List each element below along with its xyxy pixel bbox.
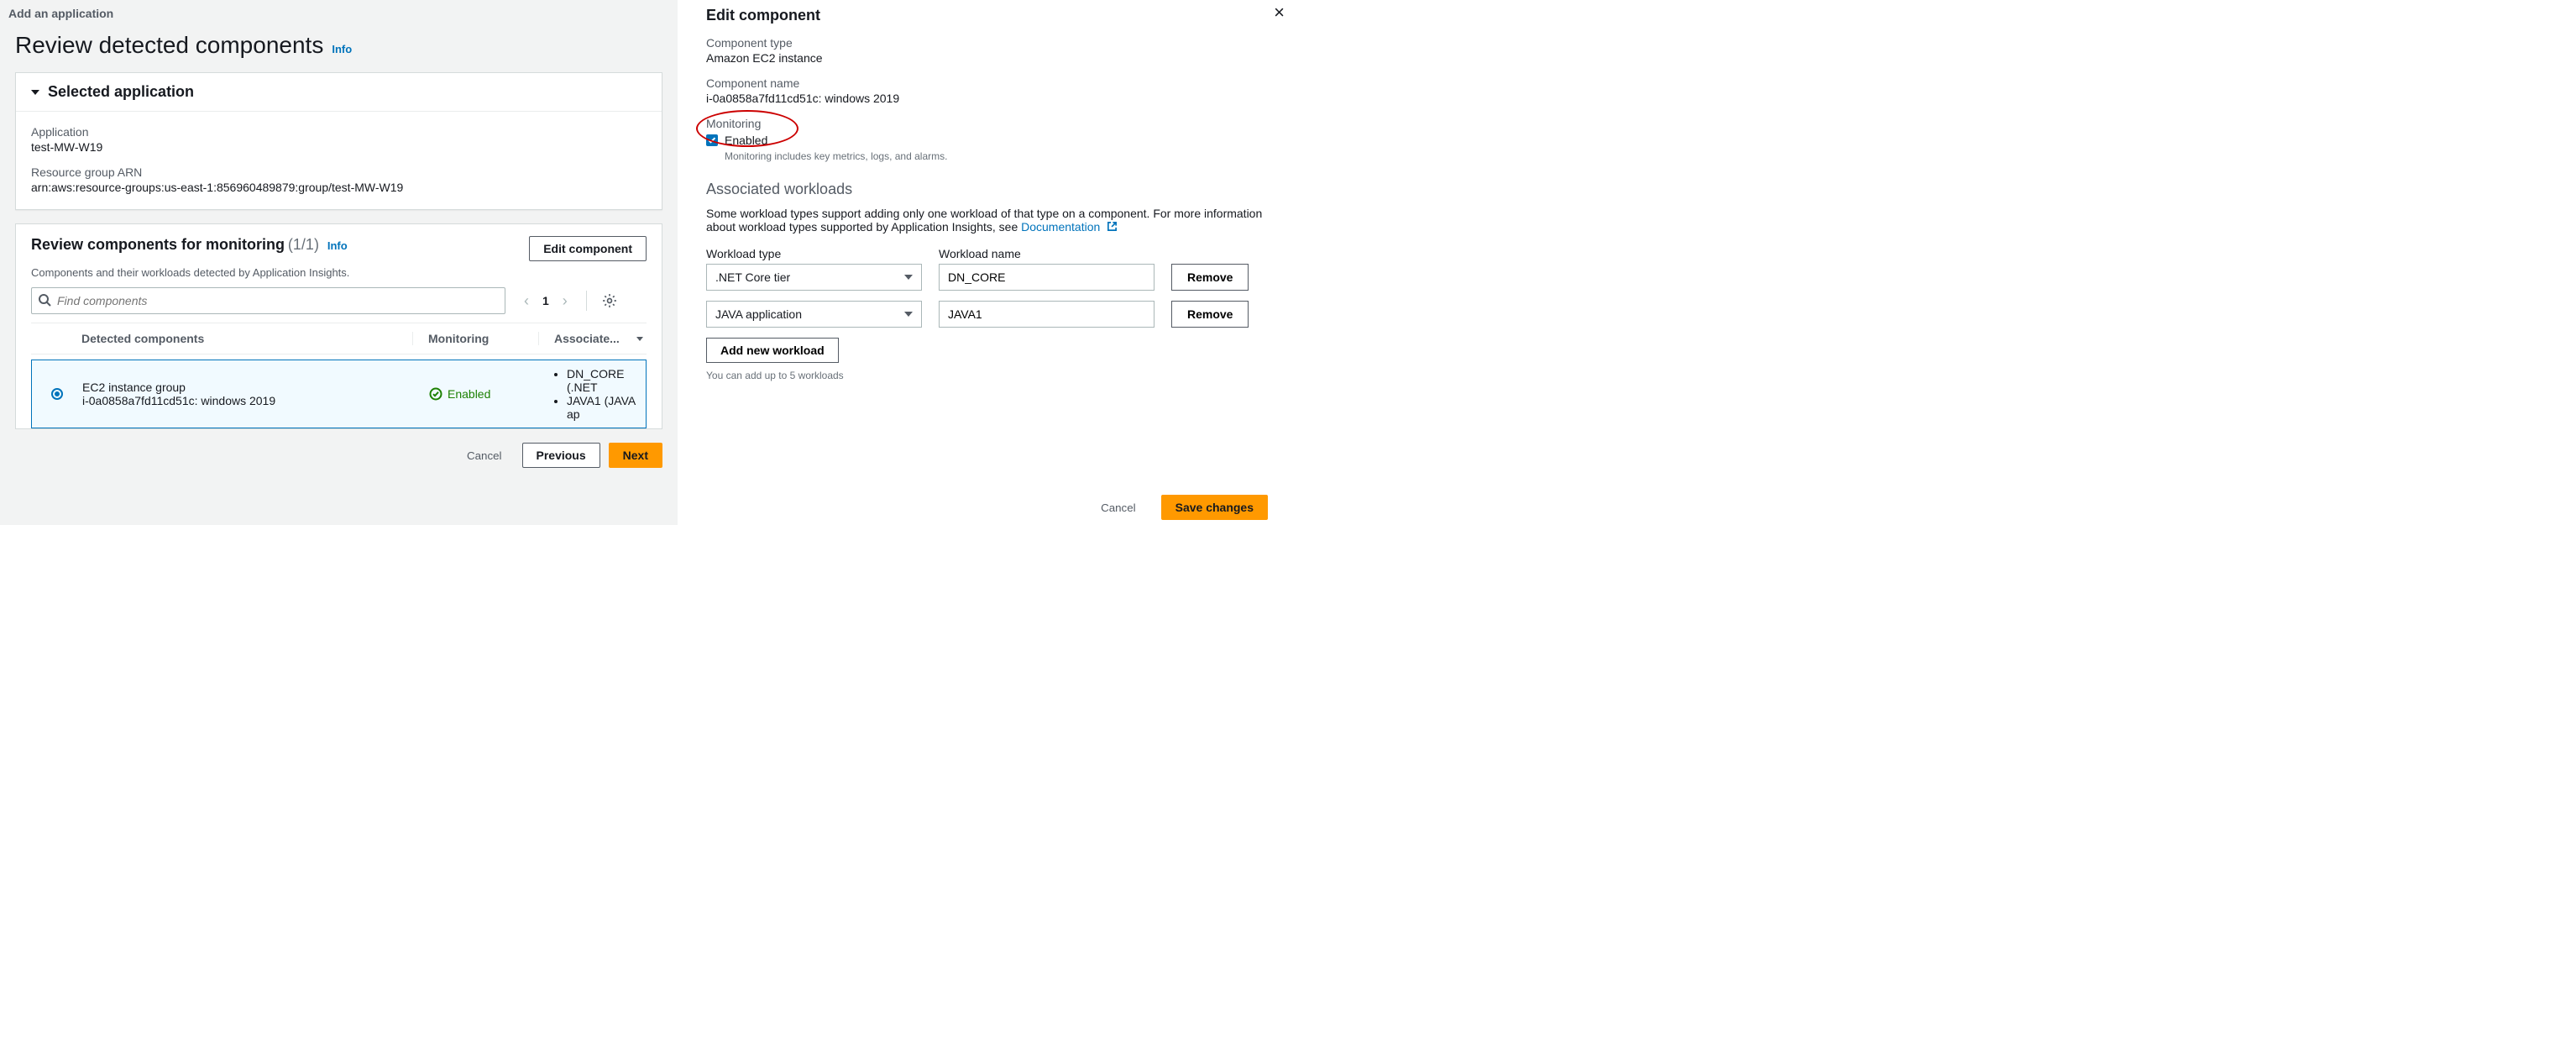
search-wrap bbox=[31, 287, 505, 314]
info-link[interactable]: Info bbox=[332, 43, 352, 55]
search-input[interactable] bbox=[31, 287, 505, 314]
pager-next[interactable]: › bbox=[559, 292, 571, 310]
breadcrumb: Add an application bbox=[0, 0, 678, 20]
workload-limit-hint: You can add up to 5 workloads bbox=[706, 370, 1268, 381]
check-icon bbox=[708, 136, 716, 144]
save-changes-button[interactable]: Save changes bbox=[1161, 495, 1268, 520]
wizard-footer: Cancel Previous Next bbox=[0, 429, 678, 468]
left-pane: Add an application Review detected compo… bbox=[0, 0, 678, 525]
component-name-value: i-0a0858a7fd11cd51c: windows 2019 bbox=[706, 92, 1268, 105]
chevron-down-icon bbox=[904, 312, 913, 317]
selected-application-card: Selected application Application test-MW… bbox=[15, 72, 662, 210]
review-subtitle: Components and their workloads detected … bbox=[16, 266, 662, 287]
row-radio-cell[interactable] bbox=[32, 388, 82, 400]
edit-component-button[interactable]: Edit component bbox=[529, 236, 647, 261]
add-new-workload-button[interactable]: Add new workload bbox=[706, 338, 839, 363]
application-label: Application bbox=[31, 125, 647, 139]
workload-type-value: JAVA application bbox=[715, 307, 802, 321]
remove-workload-button[interactable]: Remove bbox=[1171, 301, 1249, 328]
component-name-label: Component name bbox=[706, 76, 1268, 90]
selected-application-header[interactable]: Selected application bbox=[16, 73, 662, 112]
sort-caret-icon bbox=[636, 337, 643, 341]
arn-label: Resource group ARN bbox=[31, 165, 647, 179]
next-button[interactable]: Next bbox=[609, 443, 662, 468]
review-header: Review components for monitoring (1/1) I… bbox=[16, 224, 662, 266]
pager-prev[interactable]: ‹ bbox=[521, 292, 532, 310]
associated-workloads-header: Associated workloads bbox=[706, 181, 1268, 198]
workload-row: JAVA application Remove bbox=[706, 301, 1268, 328]
col-detected-components[interactable]: Detected components bbox=[81, 332, 413, 345]
component-type-label: Component type bbox=[706, 36, 1268, 50]
documentation-link[interactable]: Documentation bbox=[1021, 220, 1100, 234]
application-value: test-MW-W19 bbox=[31, 140, 647, 154]
pager: ‹ 1 › bbox=[521, 291, 617, 311]
review-count: (1/1) bbox=[288, 236, 319, 253]
assoc-item: DN_CORE (.NET bbox=[567, 367, 646, 394]
pager-divider bbox=[586, 291, 587, 311]
edit-cancel-button[interactable]: Cancel bbox=[1089, 496, 1148, 519]
monitoring-checkbox[interactable] bbox=[706, 134, 718, 146]
col-associated[interactable]: Associate... bbox=[539, 332, 647, 345]
previous-button[interactable]: Previous bbox=[522, 443, 600, 468]
row-monitoring-cell: Enabled bbox=[414, 387, 540, 401]
collapse-caret-icon bbox=[31, 90, 39, 95]
right-pane-footer: Cancel Save changes bbox=[1089, 495, 1268, 520]
gear-icon[interactable] bbox=[602, 293, 617, 308]
monitoring-help-text: Monitoring includes key metrics, logs, a… bbox=[725, 150, 1268, 162]
assoc-item: JAVA1 (JAVA ap bbox=[567, 394, 646, 421]
arn-value: arn:aws:resource-groups:us-east-1:856960… bbox=[31, 181, 647, 194]
workload-type-select[interactable]: JAVA application bbox=[706, 301, 922, 328]
table-toolbar: ‹ 1 › bbox=[16, 287, 662, 323]
selected-application-title: Selected application bbox=[48, 83, 194, 101]
right-pane-inner: × Edit component Component type Amazon E… bbox=[678, 0, 1288, 381]
monitoring-block: Monitoring Enabled Monitoring includes k… bbox=[706, 117, 1268, 162]
close-icon[interactable]: × bbox=[1274, 2, 1285, 24]
radio-selected-icon bbox=[51, 388, 63, 400]
assoc-desc-text: Some workload types support adding only … bbox=[706, 207, 1262, 234]
selected-application-body: Application test-MW-W19 Resource group A… bbox=[16, 112, 662, 209]
review-info-link[interactable]: Info bbox=[327, 239, 348, 252]
workload-name-input[interactable] bbox=[939, 264, 1154, 291]
monitoring-label: Monitoring bbox=[706, 117, 1268, 130]
associated-workloads-description: Some workload types support adding only … bbox=[706, 207, 1268, 234]
status-ok-icon bbox=[429, 387, 442, 401]
row-associated-cell: DN_CORE (.NET JAVA1 (JAVA ap bbox=[540, 367, 646, 421]
table-header-row: Detected components Monitoring Associate… bbox=[31, 323, 647, 354]
search-icon bbox=[38, 293, 51, 307]
row-name-line2: i-0a0858a7fd11cd51c: windows 2019 bbox=[82, 394, 414, 407]
cancel-button[interactable]: Cancel bbox=[455, 444, 514, 467]
pager-page: 1 bbox=[542, 294, 549, 307]
review-title: Review components for monitoring bbox=[31, 236, 285, 253]
col-monitoring[interactable]: Monitoring bbox=[413, 332, 539, 345]
workload-type-label: Workload type bbox=[706, 247, 922, 260]
review-components-card: Review components for monitoring (1/1) I… bbox=[15, 223, 662, 429]
workload-column-labels: Workload type Workload name bbox=[706, 247, 1268, 264]
remove-workload-button[interactable]: Remove bbox=[1171, 264, 1249, 291]
col-associated-label: Associate... bbox=[554, 332, 620, 345]
workload-type-select[interactable]: .NET Core tier bbox=[706, 264, 922, 291]
row-name-cell: EC2 instance group i-0a0858a7fd11cd51c: … bbox=[82, 381, 414, 407]
external-link-icon bbox=[1107, 221, 1118, 232]
monitoring-checkbox-label: Enabled bbox=[725, 134, 767, 147]
page-title-row: Review detected components Info bbox=[0, 20, 678, 72]
workload-type-value: .NET Core tier bbox=[715, 270, 790, 284]
row-monitoring-status: Enabled bbox=[448, 387, 490, 401]
workload-name-input[interactable] bbox=[939, 301, 1154, 328]
workload-name-label: Workload name bbox=[939, 247, 1154, 260]
table-row[interactable]: EC2 instance group i-0a0858a7fd11cd51c: … bbox=[31, 360, 647, 428]
workload-row: .NET Core tier Remove bbox=[706, 264, 1268, 291]
right-pane: × Edit component Component type Amazon E… bbox=[678, 0, 1288, 525]
component-type-value: Amazon EC2 instance bbox=[706, 51, 1268, 65]
page-title: Review detected components bbox=[15, 32, 323, 59]
edit-component-title: Edit component bbox=[706, 7, 1268, 24]
monitoring-checkbox-row[interactable]: Enabled bbox=[706, 134, 1268, 147]
chevron-down-icon bbox=[904, 275, 913, 280]
row-name-line1: EC2 instance group bbox=[82, 381, 414, 394]
